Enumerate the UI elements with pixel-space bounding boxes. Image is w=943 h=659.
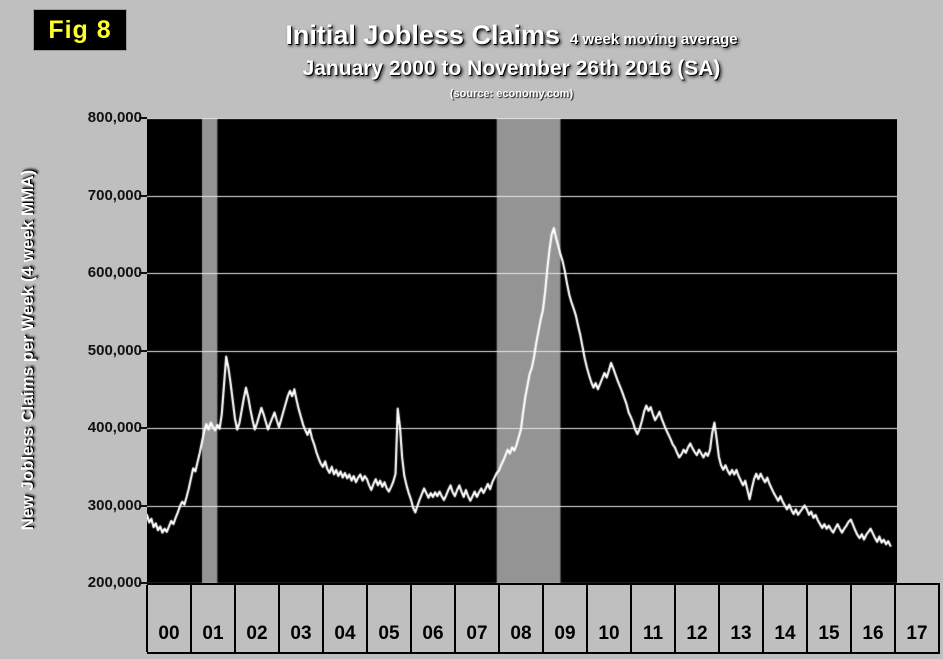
x-axis-top-border [147, 583, 940, 585]
x-axis-year-separator [674, 585, 676, 652]
x-axis-year-separator [894, 585, 896, 652]
y-axis-tick-label: 400,000 [87, 419, 142, 436]
x-axis-year-separator [630, 585, 632, 652]
x-axis-year-label: 06 [422, 623, 444, 644]
x-axis-year-label: 01 [202, 623, 224, 644]
x-axis-year-separator [322, 585, 324, 652]
x-axis-year-label: 10 [598, 623, 620, 644]
y-axis-tick-label: 700,000 [87, 187, 142, 204]
x-axis-year-separator [190, 585, 192, 652]
x-axis-year-separator [806, 585, 808, 652]
x-axis-year-label: 12 [686, 623, 708, 644]
x-axis-year-separator [410, 585, 412, 652]
x-axis-year-label: 09 [554, 623, 576, 644]
x-axis-year-separator [542, 585, 544, 652]
jobless-claims-line-chart [147, 118, 897, 584]
x-axis-bottom-border [147, 652, 940, 654]
x-axis-year-separator [762, 585, 764, 652]
x-axis-year-separator [586, 585, 588, 652]
y-axis-tick-label: 800,000 [87, 109, 142, 126]
y-axis-tick-label: 200,000 [87, 574, 142, 591]
x-axis-year-separator [498, 585, 500, 652]
y-axis-tick-mark [139, 350, 147, 352]
x-axis-year-label: 17 [906, 623, 928, 644]
x-axis-year-label: 00 [158, 623, 180, 644]
chart-source-note: (source: economy.com) [449, 88, 574, 100]
x-axis-year-label: 03 [290, 623, 312, 644]
y-axis-title: New Jobless Claims per Week (4 week MMA) [18, 169, 37, 531]
y-axis-tick-mark [139, 582, 147, 584]
x-axis-year-separator [938, 585, 940, 652]
x-axis-year-label: 13 [730, 623, 752, 644]
y-axis-tick-mark [139, 195, 147, 197]
y-axis-tick-label: 600,000 [87, 264, 142, 281]
x-axis-year-separator [234, 585, 236, 652]
x-axis-year-separator [278, 585, 280, 652]
x-axis-year-separator [850, 585, 852, 652]
chart-subtitle: January 2000 to November 26th 2016 (SA) [302, 57, 721, 80]
y-axis-tick-label: 300,000 [87, 497, 142, 514]
x-axis-year-separator [366, 585, 368, 652]
x-axis-year-label: 16 [862, 623, 884, 644]
x-axis-year-label: 02 [246, 623, 268, 644]
chart-title-row: Initial Jobless Claims 4 week moving aver… [120, 20, 903, 51]
x-axis-year-label: 14 [774, 623, 796, 644]
chart-title-note: 4 week moving average [570, 31, 738, 48]
x-axis-year-label: 05 [378, 623, 400, 644]
x-axis-year-label: 08 [510, 623, 532, 644]
y-axis-tick-mark [139, 427, 147, 429]
x-axis-year-label: 11 [642, 623, 664, 644]
fig-number-label: Fig 8 [48, 15, 112, 44]
y-axis-tick-mark [139, 272, 147, 274]
x-axis-year-label: 07 [466, 623, 488, 644]
fig-number-box: Fig 8 [33, 9, 127, 51]
x-axis-year-label: 15 [818, 623, 840, 644]
x-axis-year-label: 04 [334, 623, 356, 644]
y-axis-tick-mark [139, 505, 147, 507]
y-axis-tick-label: 500,000 [87, 342, 142, 359]
x-axis-year-separator [454, 585, 456, 652]
x-axis-year-separator [146, 585, 148, 652]
chart-title: Initial Jobless Claims [285, 20, 560, 50]
x-axis-year-separator [718, 585, 720, 652]
y-axis-tick-mark [139, 117, 147, 119]
